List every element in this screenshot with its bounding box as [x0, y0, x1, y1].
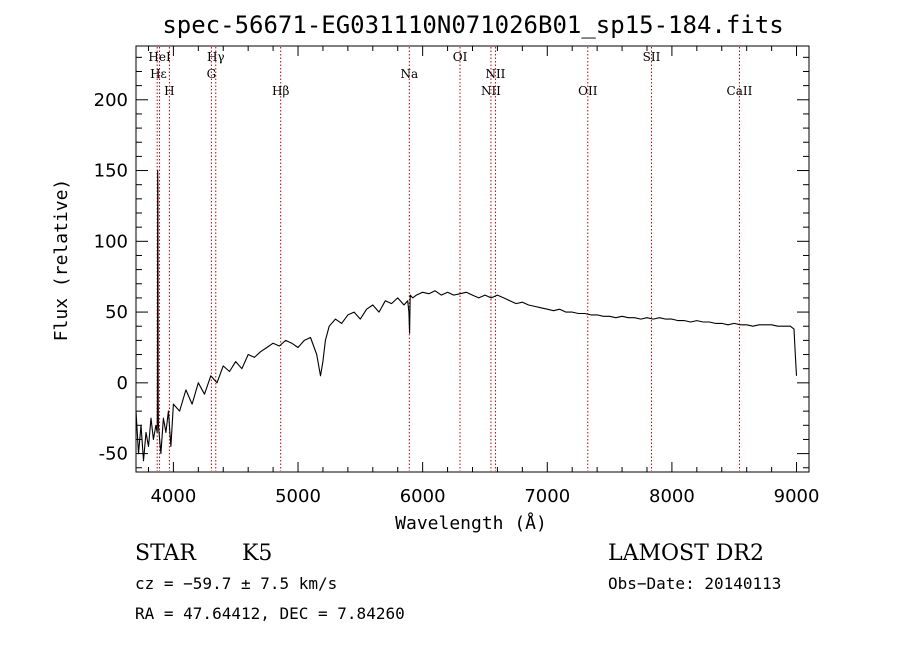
marker-label-10: OII — [578, 84, 598, 98]
series-layer — [135, 169, 798, 462]
ra-dec: RA = 47.64412, DEC = 7.84260 — [135, 604, 405, 623]
chart-title: spec-56671-EG031110N071026B01_sp15-184.f… — [162, 11, 783, 39]
x-axis-label: Wavelength (Å) — [395, 512, 547, 534]
marker-label-6: Na — [400, 67, 418, 81]
x-tick-label: 4000 — [150, 486, 196, 507]
x-tick-label: 6000 — [400, 486, 446, 507]
marker-label-8: NII — [485, 67, 505, 81]
y-tick-label: 100 — [94, 231, 128, 252]
observation-date: Obs−Date: 20140113 — [608, 574, 781, 593]
marker-label-4: G — [207, 67, 217, 81]
y-tick-label: 150 — [94, 161, 128, 182]
y-tick-label: -50 — [99, 444, 128, 465]
marker-label-0: Hε — [150, 67, 167, 81]
marker-label-1: HeI — [148, 50, 171, 64]
x-tick-label: 5000 — [275, 486, 321, 507]
marker-label-9: NII — [481, 84, 501, 98]
marker-label-12: CaII — [727, 84, 753, 98]
marker-label-5: Hβ — [272, 84, 289, 98]
x-tick-label: 8000 — [649, 486, 695, 507]
marker-label-2: H — [164, 84, 174, 98]
plot-frame — [135, 45, 810, 473]
y-axis-label: Flux (relative) — [51, 179, 72, 342]
line-markers: Hε HeI H Hγ G Hβ Na OI NII NII OII SII CaII — [148, 47, 753, 471]
y-tick-label: 50 — [105, 302, 128, 323]
x-tick-label: 7000 — [524, 486, 570, 507]
y-tick-label: 0 — [117, 373, 128, 394]
axis-ticks: 4000 5000 6000 7000 8000 9000 -50 0 50 100 150 200 — [94, 46, 820, 507]
marker-label-3: Hγ — [207, 50, 225, 64]
object-subclass: K5 — [242, 541, 272, 566]
x-tick-label: 9000 — [774, 486, 820, 507]
redshift-cz: cz = −59.7 ± 7.5 km/s — [135, 574, 337, 593]
survey-name: LAMOST DR2 — [608, 541, 764, 566]
object-class: STAR — [135, 541, 197, 566]
marker-label-11: SII — [643, 50, 661, 64]
spectrum-line-0 — [135, 169, 798, 462]
y-tick-label: 200 — [94, 90, 128, 111]
marker-label-7: OI — [453, 50, 468, 64]
